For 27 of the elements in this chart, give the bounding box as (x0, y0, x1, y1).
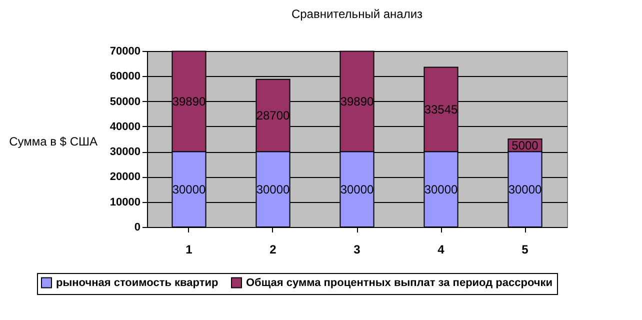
y-axis-title: Сумма в $ США (9, 134, 98, 148)
data-label: 33545 (424, 102, 458, 116)
data-label: 30000 (256, 182, 290, 196)
legend-label: Общая сумма процентных выплат за период рассрочки (246, 276, 553, 289)
chart-title: Сравнительный анализ (291, 7, 424, 21)
x-tick-label: 5 (522, 242, 529, 256)
data-label: 39890 (340, 94, 374, 108)
y-tick-label: 60000 (110, 70, 140, 83)
data-label: 28700 (256, 108, 290, 122)
data-label: 5000 (512, 138, 539, 152)
x-tick-label: 4 (438, 242, 445, 256)
y-tick-label: 50000 (110, 96, 140, 108)
data-label: 30000 (340, 182, 374, 196)
y-tick-label: 10000 (110, 196, 140, 208)
y-tick-label: 20000 (110, 171, 140, 184)
x-tick-label: 1 (186, 242, 193, 256)
data-label: 30000 (172, 182, 206, 196)
y-tick-label: 0 (134, 222, 140, 234)
data-label: 39890 (172, 94, 206, 108)
x-tick-label: 2 (270, 242, 277, 256)
legend-label: рыночная стоимость квартир (56, 276, 219, 289)
y-tick-label: 40000 (110, 120, 140, 133)
y-tick-label: 30000 (110, 146, 140, 158)
data-label: 30000 (424, 182, 458, 196)
data-label: 30000 (508, 182, 542, 196)
y-tick-label: 70000 (110, 46, 140, 58)
x-tick-label: 3 (354, 242, 361, 256)
